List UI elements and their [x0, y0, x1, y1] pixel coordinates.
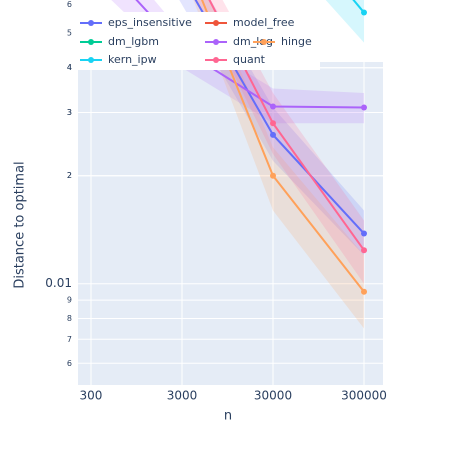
legend-box: [75, 12, 320, 70]
data-point: [270, 131, 277, 138]
y-tick-label: 3: [67, 108, 72, 117]
data-point: [361, 9, 368, 16]
legend-marker: [88, 20, 94, 26]
legend-label: quant: [233, 53, 266, 66]
legend-label: kern_ipw: [108, 53, 157, 66]
legend-marker: [213, 57, 219, 63]
legend-marker: [88, 39, 94, 45]
y-tick-label: 2: [67, 171, 72, 180]
data-point: [270, 120, 277, 127]
data-point: [361, 104, 368, 111]
y-tick-label: 6: [67, 359, 72, 368]
y-tick-label: 2: [67, 171, 72, 180]
y-tick-label: 4: [67, 63, 72, 72]
data-point: [270, 172, 277, 179]
data-point: [270, 103, 277, 110]
confidence-band: [325, 0, 365, 43]
data-point: [361, 288, 368, 295]
legend-marker: [261, 39, 267, 45]
legend-label: model_free: [233, 16, 295, 29]
data-point: [361, 230, 368, 237]
plot-area: [78, 62, 383, 385]
y-axis-title: Distance to optimal: [13, 161, 28, 288]
y-tick-label: 7: [67, 335, 72, 344]
series-line: [135, 0, 365, 109]
legend-label: hinge: [281, 35, 312, 48]
x-tick-label: 300000: [341, 389, 387, 403]
y-tick-label: 8: [67, 314, 72, 323]
legend-label: eps_insensitive: [108, 16, 192, 29]
y-tick-label: 5: [67, 28, 72, 37]
x-tick-label: 30000: [254, 389, 292, 403]
data-point: [361, 247, 368, 254]
x-tick-label: 3000: [167, 389, 198, 403]
y-tick-label: 4: [67, 63, 72, 72]
legend-marker: [213, 20, 219, 26]
y-tick-label: 6: [67, 0, 72, 9]
legend-marker: [88, 57, 94, 63]
y-tick-label: 3: [67, 108, 72, 117]
legend-label: dm_lgbm: [108, 35, 159, 48]
y-tick-label: 9: [67, 296, 72, 305]
x-tick-label: 300: [80, 389, 103, 403]
legend-marker: [213, 39, 219, 45]
x-axis-title: n: [224, 409, 232, 424]
y-tick-label: 0.01: [45, 276, 72, 290]
